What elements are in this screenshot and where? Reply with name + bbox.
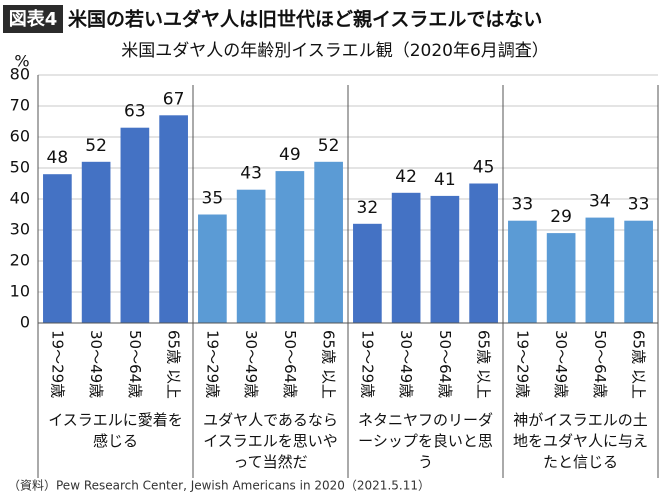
data-label: 52 [318,136,340,156]
group-label: ユダヤ人であるならイスラエルを思いやって当然だ [203,411,338,471]
data-label: 49 [279,145,301,165]
y-tick-label: 20 [10,251,30,270]
badge-box [3,5,63,33]
data-label: 45 [473,158,495,178]
data-label: 52 [85,136,107,156]
bar [81,161,111,323]
source: （資料）Pew Research Center, Jewish American… [8,479,430,493]
x-tick-label: 30～49歳 [87,330,105,398]
x-tick-label: 19～29歳 [48,330,66,398]
y-tick-label: 80 [10,65,30,84]
bar [508,220,537,323]
data-label: 63 [124,102,146,122]
y-tick-label: 70 [10,96,30,115]
x-tick-label: 19～29歳 [358,330,376,398]
x-tick-label: 50～64歳 [126,330,144,398]
bar [159,115,188,323]
group-label: イスラエルに愛着を感じる [48,411,183,450]
bar [275,171,305,323]
chart-title: 米国の若いユダヤ人は旧世代ほど親イスラエルではない [68,8,542,31]
y-tick-label: 30 [10,220,30,239]
x-tick-label: 30～49歳 [242,330,260,398]
y-axis-label: % [14,52,29,71]
data-label: 33 [512,195,534,215]
y-tick-label: 0 [20,313,30,332]
y-tick-label: 50 [10,158,30,177]
data-label: 29 [550,207,572,227]
x-tick-label: 65歳 以上 [320,330,338,399]
bar [546,233,576,323]
badge: 図表4 [9,8,58,30]
bar [469,183,498,323]
data-label: 35 [202,189,224,209]
bar [43,174,72,323]
bar [314,161,343,323]
x-tick-label: 65歳 以上 [475,330,493,399]
data-label: 42 [395,167,417,187]
x-tick-label: 19～29歳 [513,330,531,398]
bar [236,189,266,323]
y-tick-label: 40 [10,189,30,208]
bar [585,217,615,323]
group-label: 神がイスラエルの土地をユダヤ人に与えたと信じる [512,411,648,471]
data-label: 43 [240,164,262,184]
group-label: ネタニヤフのリーダーシップを良いと思う [357,411,493,471]
y-tick-label: 10 [10,282,30,301]
data-label: 32 [357,198,379,218]
bar [391,192,421,323]
bar [353,223,382,323]
data-label: 33 [628,195,650,215]
bar [624,220,653,323]
bar [430,195,460,323]
x-tick-label: 19～29歳 [203,330,221,398]
x-tick-label: 65歳 以上 [165,330,183,399]
chart-subtitle: 米国ユダヤ人の年齢別イスラエル観（2020年6月調査） [121,41,549,61]
x-tick-label: 30～49歳 [552,330,570,398]
x-tick-label: 50～64歳 [281,330,299,398]
data-label: 67 [163,89,185,109]
x-tick-label: 30～49歳 [397,330,415,398]
x-tick-label: 50～64歳 [591,330,609,398]
data-label: 34 [589,192,611,212]
data-label: 41 [434,170,456,190]
bar [198,214,227,323]
y-tick-label: 60 [10,127,30,146]
x-tick-label: 50～64歳 [436,330,454,398]
bar [120,127,150,323]
x-tick-label: 65歳 以上 [630,330,648,399]
data-label: 48 [47,148,69,168]
